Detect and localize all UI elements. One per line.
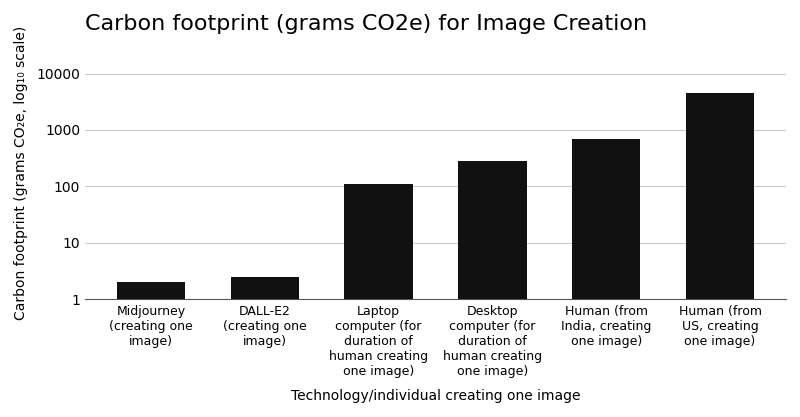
Bar <box>230 277 299 417</box>
Bar <box>458 161 526 417</box>
X-axis label: Technology/individual creating one image: Technology/individual creating one image <box>290 389 580 403</box>
Bar <box>572 139 641 417</box>
Bar <box>345 184 413 417</box>
Bar <box>686 93 754 417</box>
Text: Carbon footprint (grams CO2e) for Image Creation: Carbon footprint (grams CO2e) for Image … <box>85 14 647 34</box>
Y-axis label: Carbon footprint (grams CO₂e, log₁₀ scale): Carbon footprint (grams CO₂e, log₁₀ scal… <box>14 26 28 320</box>
Bar <box>117 282 185 417</box>
